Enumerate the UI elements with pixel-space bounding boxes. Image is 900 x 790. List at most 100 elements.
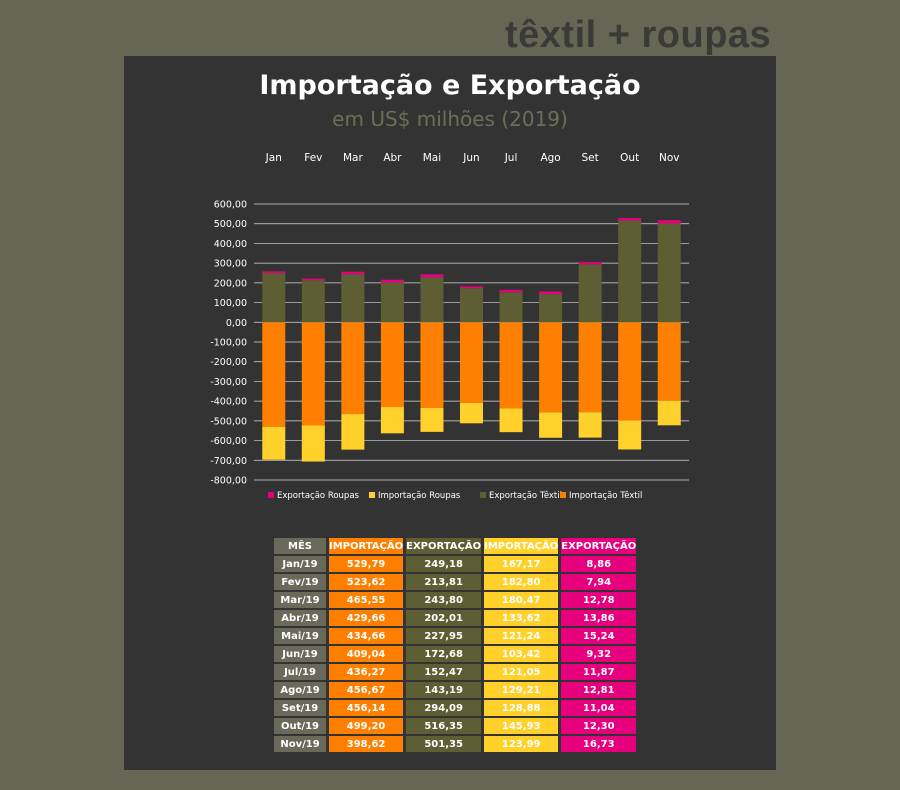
bar-exportacao-roupas: [341, 271, 365, 275]
bar-exportacao-roupas: [657, 220, 681, 224]
legend-swatch: [369, 492, 375, 498]
table-row: Jan/19 529,79 249,18 167,17 8,86: [274, 556, 637, 572]
bar-importacao-roupas: [460, 402, 483, 424]
data-table: MÊS IMPORTAÇÃO EXPORTAÇÃO IMPORTAÇÃO EXP…: [271, 536, 639, 754]
cell-exportacao-roupas: 11,87: [561, 664, 637, 680]
cell-importacao-textil: 409,04: [329, 646, 404, 662]
bar-importacao-textil: [539, 322, 563, 413]
x-tick-label: Nov: [659, 152, 680, 164]
bar-importacao-roupas: [380, 406, 404, 434]
cell-importacao-textil: 465,55: [329, 592, 404, 608]
cell-exportacao-roupas: 9,32: [561, 646, 637, 662]
cell-exportacao-textil: 143,19: [406, 682, 482, 698]
legend-label: Exportação Têxtil: [489, 490, 562, 501]
bar-exportacao-textil: [618, 220, 642, 323]
table-row: Jul/19 436,27 152,47 121,05 11,87: [274, 664, 637, 680]
bar-exportacao-roupas: [420, 274, 444, 278]
bar-exportacao-roupas: [578, 262, 602, 265]
table-row: Mar/19 465,55 243,80 180,47 12,78: [274, 592, 637, 608]
bar-importacao-textil: [460, 322, 483, 403]
header-exportacao-textil: EXPORTAÇÃO: [406, 538, 482, 554]
legend: Exportação Roupas Importação Roupas Export…: [268, 490, 642, 501]
cell-mes: Nov/19: [274, 736, 326, 752]
bar-importacao-roupas: [262, 426, 286, 460]
y-tick-label: 400,00: [214, 239, 247, 250]
y-tick-label: -600,00: [210, 436, 247, 447]
cell-mes: Mai/19: [274, 628, 326, 644]
header-exportacao-roupas: EXPORTAÇÃO: [561, 538, 637, 554]
legend-swatch: [268, 492, 274, 498]
cell-mes: Abr/19: [274, 610, 326, 626]
cell-exportacao-roupas: 7,94: [561, 574, 637, 590]
cell-exportacao-textil: 516,35: [406, 718, 482, 734]
header-importacao-textil: IMPORTAÇÃO: [329, 538, 404, 554]
y-tick-label: -200,00: [210, 357, 247, 368]
y-tick-label: -100,00: [210, 338, 247, 349]
bar-importacao-textil: [578, 322, 602, 413]
bar-exportacao-roupas: [618, 218, 642, 221]
bar-importacao-roupas: [420, 407, 444, 432]
bar-exportacao-textil: [380, 282, 404, 323]
cell-mes: Jan/19: [274, 556, 326, 572]
cell-mes: Jul/19: [274, 664, 326, 680]
table-row: Fev/19 523,62 213,81 182,80 7,94: [274, 574, 637, 590]
cell-exportacao-roupas: 11,04: [561, 700, 637, 716]
bar-exportacao-textil: [657, 223, 681, 323]
x-tick-label: Jan: [265, 152, 282, 164]
cell-mes: Ago/19: [274, 682, 326, 698]
bar-importacao-roupas: [539, 412, 563, 438]
x-tick-label: Abr: [383, 152, 402, 164]
y-tick-label: -500,00: [210, 416, 247, 427]
bar-importacao-textil: [420, 322, 444, 408]
cell-importacao-roupas: 133,62: [484, 610, 559, 626]
cell-mes: Out/19: [274, 718, 326, 734]
bar-exportacao-textil: [262, 273, 286, 323]
y-tick-label: -800,00: [210, 476, 247, 487]
y-tick-label: -400,00: [210, 397, 247, 408]
bar-importacao-textil: [301, 322, 325, 426]
cell-exportacao-roupas: 16,73: [561, 736, 637, 752]
legend-label: Importação Roupas: [378, 491, 461, 501]
cell-importacao-textil: 456,14: [329, 700, 404, 716]
cell-exportacao-textil: 152,47: [406, 664, 482, 680]
cell-importacao-roupas: 128,88: [484, 700, 559, 716]
cell-mes: Set/19: [274, 700, 326, 716]
table-row: Abr/19 429,66 202,01 133,62 13,86: [274, 610, 637, 626]
table-row: Nov/19 398,62 501,35 123,99 16,73: [274, 736, 637, 752]
bar-importacao-textil: [657, 322, 681, 401]
x-axis-labels: Jan Fev Mar Abr Mai Jun Jul Ago Set Out Nov: [265, 152, 680, 164]
table-row: Out/19 499,20 516,35 145,93 12,30: [274, 718, 637, 734]
cell-exportacao-roupas: 12,30: [561, 718, 637, 734]
bar-exportacao-textil: [301, 280, 325, 323]
cell-exportacao-textil: 243,80: [406, 592, 482, 608]
y-tick-label: -300,00: [210, 377, 247, 388]
x-tick-label: Jun: [462, 152, 479, 164]
bar-exportacao-roupas: [301, 278, 325, 281]
cell-importacao-textil: 434,66: [329, 628, 404, 644]
x-tick-label: Mar: [343, 152, 363, 164]
table-row: Ago/19 456,67 143,19 129,21 12,81: [274, 682, 637, 698]
y-tick-label: 200,00: [214, 278, 247, 289]
cell-exportacao-textil: 227,95: [406, 628, 482, 644]
cell-exportacao-roupas: 12,78: [561, 592, 637, 608]
bar-exportacao-textil: [460, 288, 483, 323]
y-tick-label: 0,00: [226, 318, 247, 329]
y-tick-label: 300,00: [214, 259, 247, 270]
cell-exportacao-textil: 501,35: [406, 736, 482, 752]
bar-exportacao-textil: [499, 292, 523, 323]
chart-panel: 600,00 500,00 400,00 300,00 200,00 100,00 0,00…: [124, 56, 776, 770]
legend-swatch: [480, 492, 486, 498]
y-axis-ticks: 600,00 500,00 400,00 300,00 200,00 100,00 0,00…: [210, 200, 247, 487]
cell-exportacao-textil: 294,09: [406, 700, 482, 716]
bar-exportacao-roupas: [460, 286, 483, 289]
stacked-bar-chart: 600,00 500,00 400,00 300,00 200,00 100,00 0,00…: [210, 152, 689, 501]
cell-importacao-textil: 529,79: [329, 556, 404, 572]
table-row: Set/19 456,14 294,09 128,88 11,04: [274, 700, 637, 716]
bar-exportacao-roupas: [499, 289, 523, 293]
y-tick-label: 100,00: [214, 298, 247, 309]
cell-importacao-roupas: 129,21: [484, 682, 559, 698]
y-tick-label: 500,00: [214, 219, 247, 230]
cell-importacao-textil: 436,27: [329, 664, 404, 680]
legend-swatch: [560, 492, 566, 498]
bar-importacao-roupas: [499, 408, 523, 433]
